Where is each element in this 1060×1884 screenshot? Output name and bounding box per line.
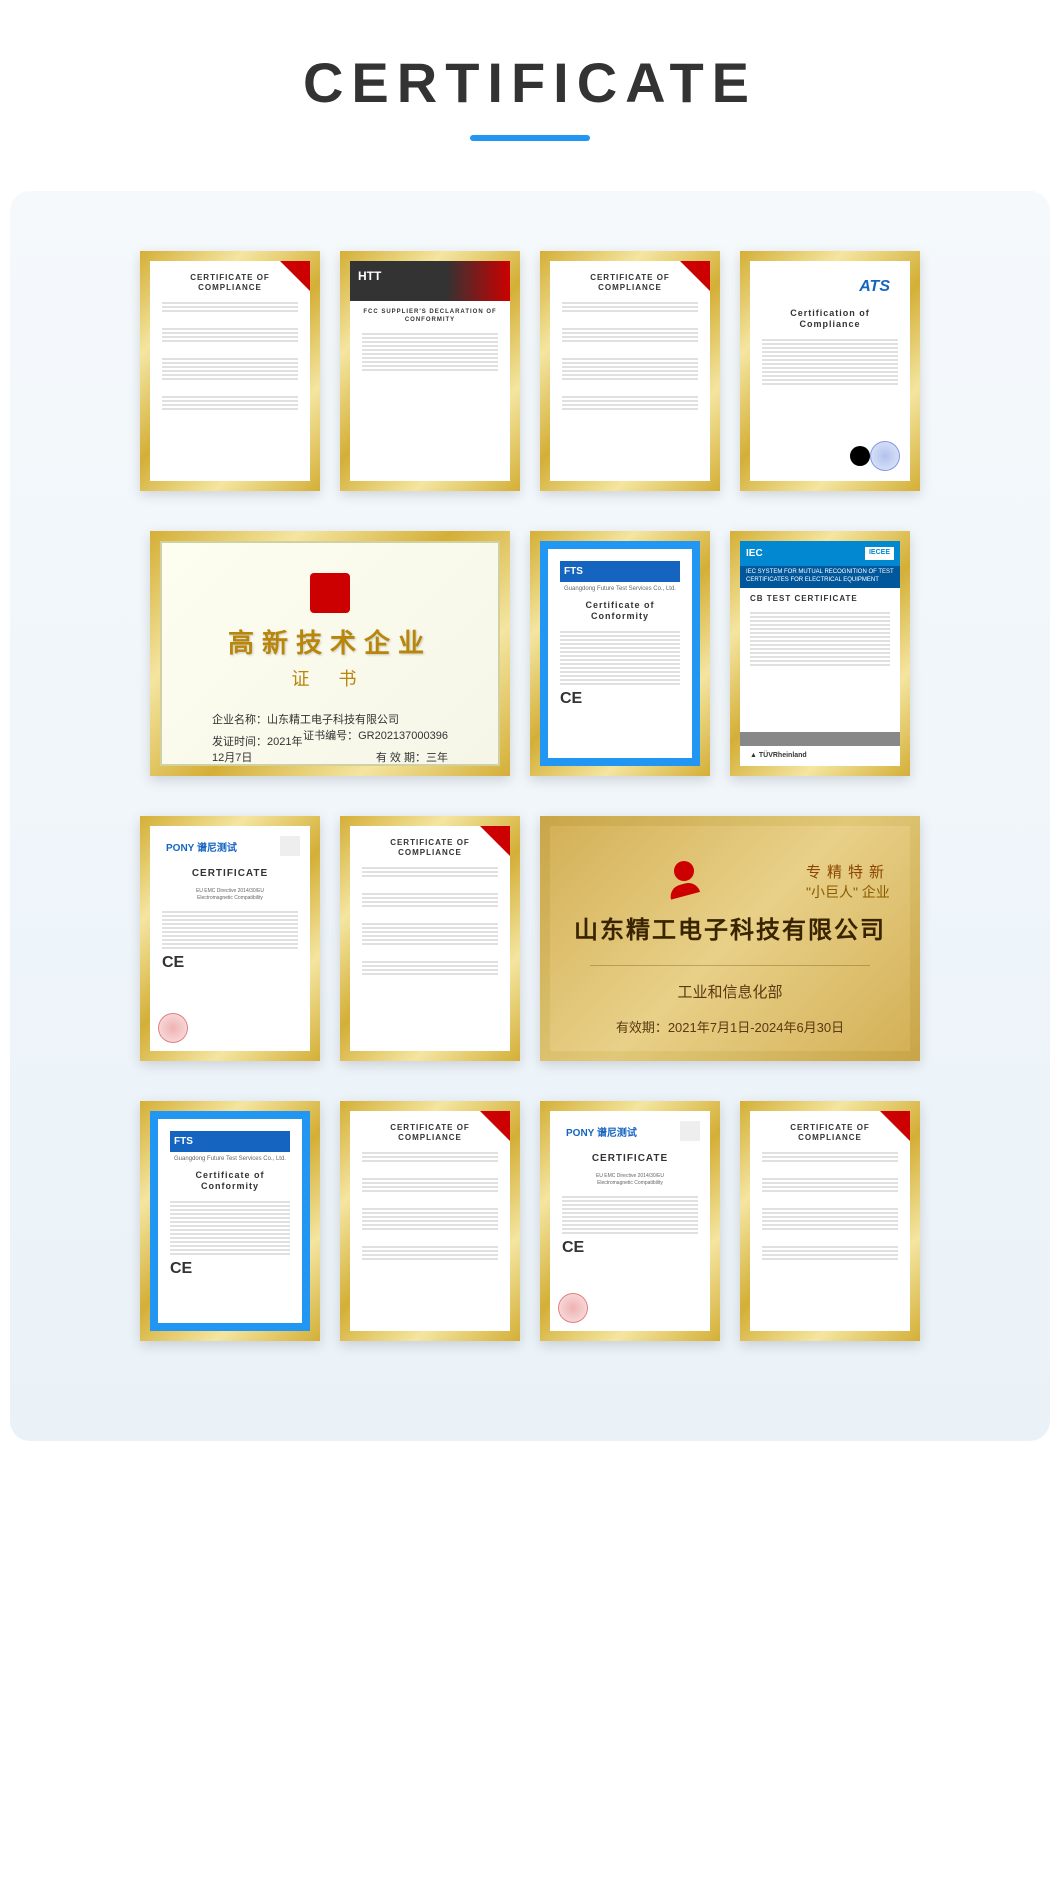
cert-title: CERTIFICATE OF COMPLIANCE bbox=[162, 273, 298, 294]
cert-title: CERTIFICATE bbox=[562, 1152, 698, 1165]
certificate-frame: CERTIFICATE OF COMPLIANCE bbox=[540, 251, 720, 491]
fc-mark-icon: FC bbox=[350, 375, 430, 401]
certificate-frame: CERTIFICATE OF COMPLIANCE bbox=[340, 1101, 520, 1341]
title-underline bbox=[470, 135, 590, 141]
certificate-frame: 高新技术企业 证 书 企业名称：山东精工电子科技有限公司证书编号：GR20213… bbox=[150, 531, 510, 776]
cert-title: CERTIFICATE OF COMPLIANCE bbox=[362, 838, 498, 859]
certificate-frame: CERTIFICATE OF COMPLIANCE bbox=[740, 1101, 920, 1341]
plaque-frame: 专精特新 "小巨人" 企业 山东精工电子科技有限公司 工业和信息化部 有效期：2… bbox=[540, 816, 920, 1061]
hightech-subtitle: 证 书 bbox=[182, 665, 478, 691]
plaque-validity: 有效期：2021年7月1日-2024年6月30日 bbox=[570, 1017, 890, 1036]
pony-logo: PONY 谱尼测试 bbox=[562, 1123, 698, 1144]
plaque-icon bbox=[664, 856, 704, 896]
page-title: CERTIFICATE bbox=[0, 50, 1060, 115]
certificate-row: PONY 谱尼测试 CERTIFICATE EU EMC Directive 2… bbox=[40, 816, 1020, 1061]
pony-logo: PONY 谱尼测试 bbox=[162, 838, 298, 859]
certificate-gallery: CERTIFICATE OF COMPLIANCE HTT FCC SUPPLI… bbox=[10, 191, 1050, 1441]
fts-logo: FTS bbox=[170, 1131, 290, 1152]
certificate-frame: ATS Certification of Compliance bbox=[740, 251, 920, 491]
stamp-icon bbox=[870, 441, 900, 471]
hightech-title: 高新技术企业 bbox=[182, 623, 478, 660]
ce-mark-icon: CE bbox=[162, 953, 298, 974]
certificate-frame: CERTIFICATE OF COMPLIANCE bbox=[340, 816, 520, 1061]
iec-header: IECIECEE bbox=[740, 541, 900, 566]
certificate-row: FTS Guangdong Future Test Services Co., … bbox=[40, 1101, 1020, 1341]
certificate-frame: HTT FCC SUPPLIER'S DECLARATION OF CONFOR… bbox=[340, 251, 520, 491]
certificate-frame: FTS Guangdong Future Test Services Co., … bbox=[530, 531, 710, 776]
ce-mark-icon: CE bbox=[562, 1238, 698, 1259]
htt-logo: HTT bbox=[358, 269, 381, 283]
cert-title: CERTIFICATE OF COMPLIANCE bbox=[562, 273, 698, 294]
certificate-row: 高新技术企业 证 书 企业名称：山东精工电子科技有限公司证书编号：GR20213… bbox=[40, 531, 1020, 776]
cert-title: CERTIFICATE bbox=[162, 867, 298, 880]
certificate-row: CERTIFICATE OF COMPLIANCE HTT FCC SUPPLI… bbox=[40, 251, 1020, 491]
ats-logo: ATS bbox=[762, 273, 898, 302]
fts-logo: FTS bbox=[560, 561, 680, 582]
ce-mark-icon: CE bbox=[560, 689, 680, 710]
certificate-frame: PONY 谱尼测试 CERTIFICATE EU EMC Directive 2… bbox=[140, 816, 320, 1061]
cert-title: CB TEST CERTIFICATE bbox=[750, 594, 890, 604]
iec-logo: IEC bbox=[746, 547, 763, 560]
tuv-logo: ▲ TÜVRheinland bbox=[750, 751, 807, 760]
plaque-dept: 工业和信息化部 bbox=[570, 981, 890, 1002]
stamp-icon bbox=[158, 1013, 188, 1043]
stamp-icon bbox=[558, 1293, 588, 1323]
plaque-company: 山东精工电子科技有限公司 bbox=[570, 910, 890, 945]
cert-title: Certificate of Conformity bbox=[560, 600, 680, 623]
certificate-frame: PONY 谱尼测试 CERTIFICATE EU EMC Directive 2… bbox=[540, 1101, 720, 1341]
cert-title: CERTIFICATE OF COMPLIANCE bbox=[362, 1123, 498, 1144]
cert-title: Certificate of Conformity bbox=[170, 1170, 290, 1193]
cert-title: FCC SUPPLIER'S DECLARATION OF CONFORMITY bbox=[362, 309, 498, 325]
plaque-subtitle: "小巨人" 企业 bbox=[806, 882, 890, 902]
cert-title: CERTIFICATE OF COMPLIANCE bbox=[762, 1123, 898, 1144]
header: CERTIFICATE bbox=[0, 0, 1060, 171]
ce-mark-icon: CE bbox=[170, 1259, 290, 1280]
certificate-frame: CERTIFICATE OF COMPLIANCE bbox=[140, 251, 320, 491]
certificate-frame: IECIECEE IEC SYSTEM FOR MUTUAL RECOGNITI… bbox=[730, 531, 910, 776]
qr-icon bbox=[280, 836, 300, 856]
qr-icon bbox=[680, 1121, 700, 1141]
emblem-icon bbox=[310, 573, 350, 613]
company-row: 企业名称：山东精工电子科技有限公司证书编号：GR202137000396 bbox=[182, 711, 478, 727]
certificate-frame: FTS Guangdong Future Test Services Co., … bbox=[140, 1101, 320, 1341]
c-mark-icon bbox=[850, 446, 870, 466]
plaque-tag: 专精特新 bbox=[806, 861, 890, 882]
cert-title: Certification of Compliance bbox=[762, 308, 898, 331]
